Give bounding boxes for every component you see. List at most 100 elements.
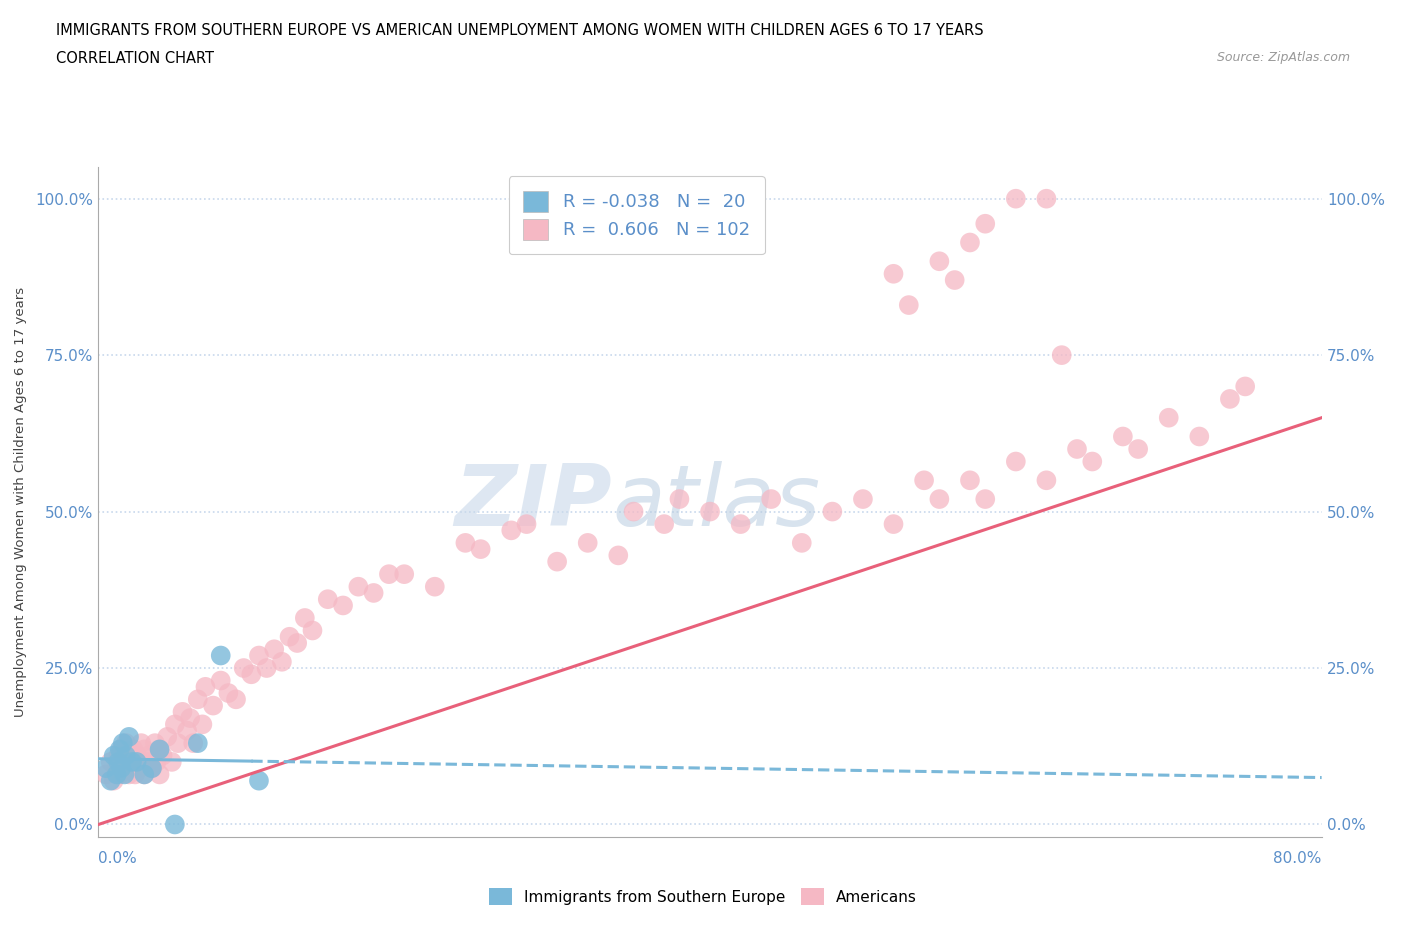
- Text: 0.0%: 0.0%: [98, 851, 138, 866]
- Point: [128, 761, 150, 776]
- Point: [332, 598, 354, 613]
- Point: [103, 749, 125, 764]
- Point: [149, 742, 172, 757]
- Point: [103, 773, 125, 788]
- Point: [187, 692, 209, 707]
- Point: [176, 724, 198, 738]
- Point: [1157, 410, 1180, 425]
- Point: [1188, 429, 1211, 444]
- Point: [134, 742, 156, 757]
- Point: [974, 217, 997, 232]
- Point: [316, 591, 339, 606]
- Point: [883, 517, 905, 532]
- Point: [149, 742, 172, 757]
- Point: [1112, 429, 1135, 444]
- Point: [105, 761, 128, 776]
- Point: [108, 742, 131, 757]
- Point: [285, 635, 308, 650]
- Text: Source: ZipAtlas.com: Source: ZipAtlas.com: [1216, 51, 1350, 64]
- Point: [115, 749, 138, 764]
- Point: [392, 566, 416, 581]
- Point: [652, 517, 675, 532]
- Point: [112, 767, 135, 782]
- Point: [928, 492, 950, 507]
- Point: [1035, 192, 1057, 206]
- Point: [247, 648, 270, 663]
- Point: [516, 517, 538, 532]
- Point: [247, 773, 270, 788]
- Point: [270, 655, 294, 670]
- Point: [1081, 454, 1104, 469]
- Point: [1066, 442, 1088, 457]
- Point: [699, 504, 721, 519]
- Point: [110, 761, 132, 776]
- Text: 80.0%: 80.0%: [1274, 851, 1322, 866]
- Point: [974, 492, 997, 507]
- Point: [1035, 472, 1057, 487]
- Point: [1004, 454, 1026, 469]
- Point: [94, 761, 117, 776]
- Point: [263, 642, 285, 657]
- Point: [94, 767, 117, 782]
- Text: atlas: atlas: [612, 460, 820, 544]
- Point: [232, 660, 254, 675]
- Point: [172, 704, 194, 719]
- Point: [145, 754, 167, 769]
- Point: [160, 754, 183, 769]
- Point: [347, 579, 370, 594]
- Point: [278, 630, 301, 644]
- Point: [363, 586, 385, 601]
- Point: [194, 680, 217, 695]
- Point: [127, 754, 149, 769]
- Point: [152, 749, 174, 764]
- Point: [122, 742, 145, 757]
- Point: [1050, 348, 1073, 363]
- Point: [256, 660, 278, 675]
- Point: [301, 623, 323, 638]
- Text: ZIP: ZIP: [454, 460, 612, 544]
- Point: [240, 667, 263, 682]
- Point: [897, 298, 920, 312]
- Point: [790, 536, 813, 551]
- Text: IMMIGRANTS FROM SOUTHERN EUROPE VS AMERICAN UNEMPLOYMENT AMONG WOMEN WITH CHILDR: IMMIGRANTS FROM SOUTHERN EUROPE VS AMERI…: [56, 23, 984, 38]
- Point: [120, 754, 142, 769]
- Text: CORRELATION CHART: CORRELATION CHART: [56, 51, 214, 66]
- Y-axis label: Unemployment Among Women with Children Ages 6 to 17 years: Unemployment Among Women with Children A…: [14, 287, 27, 717]
- Point: [105, 767, 128, 782]
- Point: [163, 717, 186, 732]
- Point: [607, 548, 630, 563]
- Point: [187, 736, 209, 751]
- Point: [108, 767, 131, 782]
- Point: [928, 254, 950, 269]
- Point: [107, 754, 129, 769]
- Point: [111, 736, 134, 751]
- Point: [107, 749, 129, 764]
- Point: [378, 566, 401, 581]
- Point: [118, 729, 141, 744]
- Point: [423, 579, 446, 594]
- Point: [134, 767, 156, 782]
- Point: [1128, 442, 1150, 457]
- Point: [115, 736, 138, 751]
- Point: [225, 692, 247, 707]
- Point: [141, 761, 163, 776]
- Point: [138, 749, 160, 764]
- Point: [118, 749, 141, 764]
- Point: [167, 736, 190, 751]
- Point: [112, 761, 135, 776]
- Point: [470, 541, 492, 556]
- Point: [181, 736, 204, 751]
- Point: [623, 504, 645, 519]
- Point: [191, 717, 214, 732]
- Point: [454, 536, 477, 551]
- Point: [912, 472, 935, 487]
- Point: [179, 711, 201, 725]
- Point: [959, 235, 981, 250]
- Legend: R = -0.038   N =  20, R =  0.606   N = 102: R = -0.038 N = 20, R = 0.606 N = 102: [509, 177, 765, 254]
- Point: [1234, 379, 1257, 394]
- Point: [143, 736, 166, 751]
- Point: [149, 767, 172, 782]
- Point: [668, 492, 690, 507]
- Point: [110, 742, 132, 757]
- Point: [129, 736, 152, 751]
